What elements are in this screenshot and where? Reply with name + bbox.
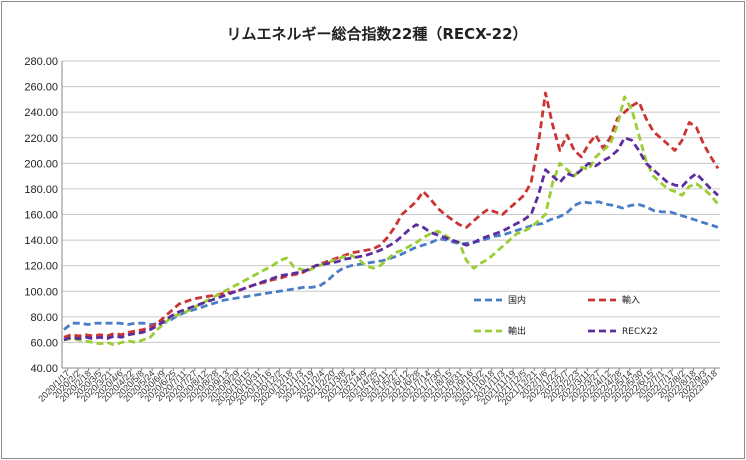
y-tick-label: 200.00 — [24, 158, 58, 170]
legend-label-1: 輸入 — [622, 294, 640, 306]
y-tick-label: 100.00 — [24, 286, 58, 298]
y-tick-label: 220.00 — [24, 133, 58, 145]
y-tick-label: 280.00 — [24, 56, 58, 68]
legend-label-2: 輸出 — [508, 325, 526, 337]
y-tick-label: 120.00 — [24, 261, 58, 273]
y-axis: 40.00 60.00 80.00 100.00 120.00 140.00 160.00 1… — [24, 56, 720, 375]
series-line-1 — [63, 91, 720, 339]
y-tick-label: 60.00 — [30, 337, 58, 349]
x-axis: 2020/1/172020/2/22020/2/182020/3/52020/3… — [36, 368, 719, 407]
legend-label-3: RECX22 — [622, 327, 658, 337]
legend-label-0: 国内 — [508, 294, 526, 306]
series-line-0 — [63, 200, 719, 331]
series-line-3 — [63, 136, 719, 342]
y-tick-label: 80.00 — [30, 312, 58, 324]
y-tick-label: 240.00 — [24, 107, 58, 119]
chart-title: リムエネルギー総合指数22種（RECX-22） — [226, 25, 527, 43]
series-group — [63, 91, 720, 347]
y-tick-label: 180.00 — [24, 184, 58, 196]
y-tick-label: 40.00 — [30, 363, 58, 375]
y-tick-label: 140.00 — [24, 235, 58, 247]
series-line-2 — [63, 95, 720, 347]
y-tick-label: 160.00 — [24, 210, 58, 222]
y-tick-label: 260.00 — [24, 82, 58, 94]
